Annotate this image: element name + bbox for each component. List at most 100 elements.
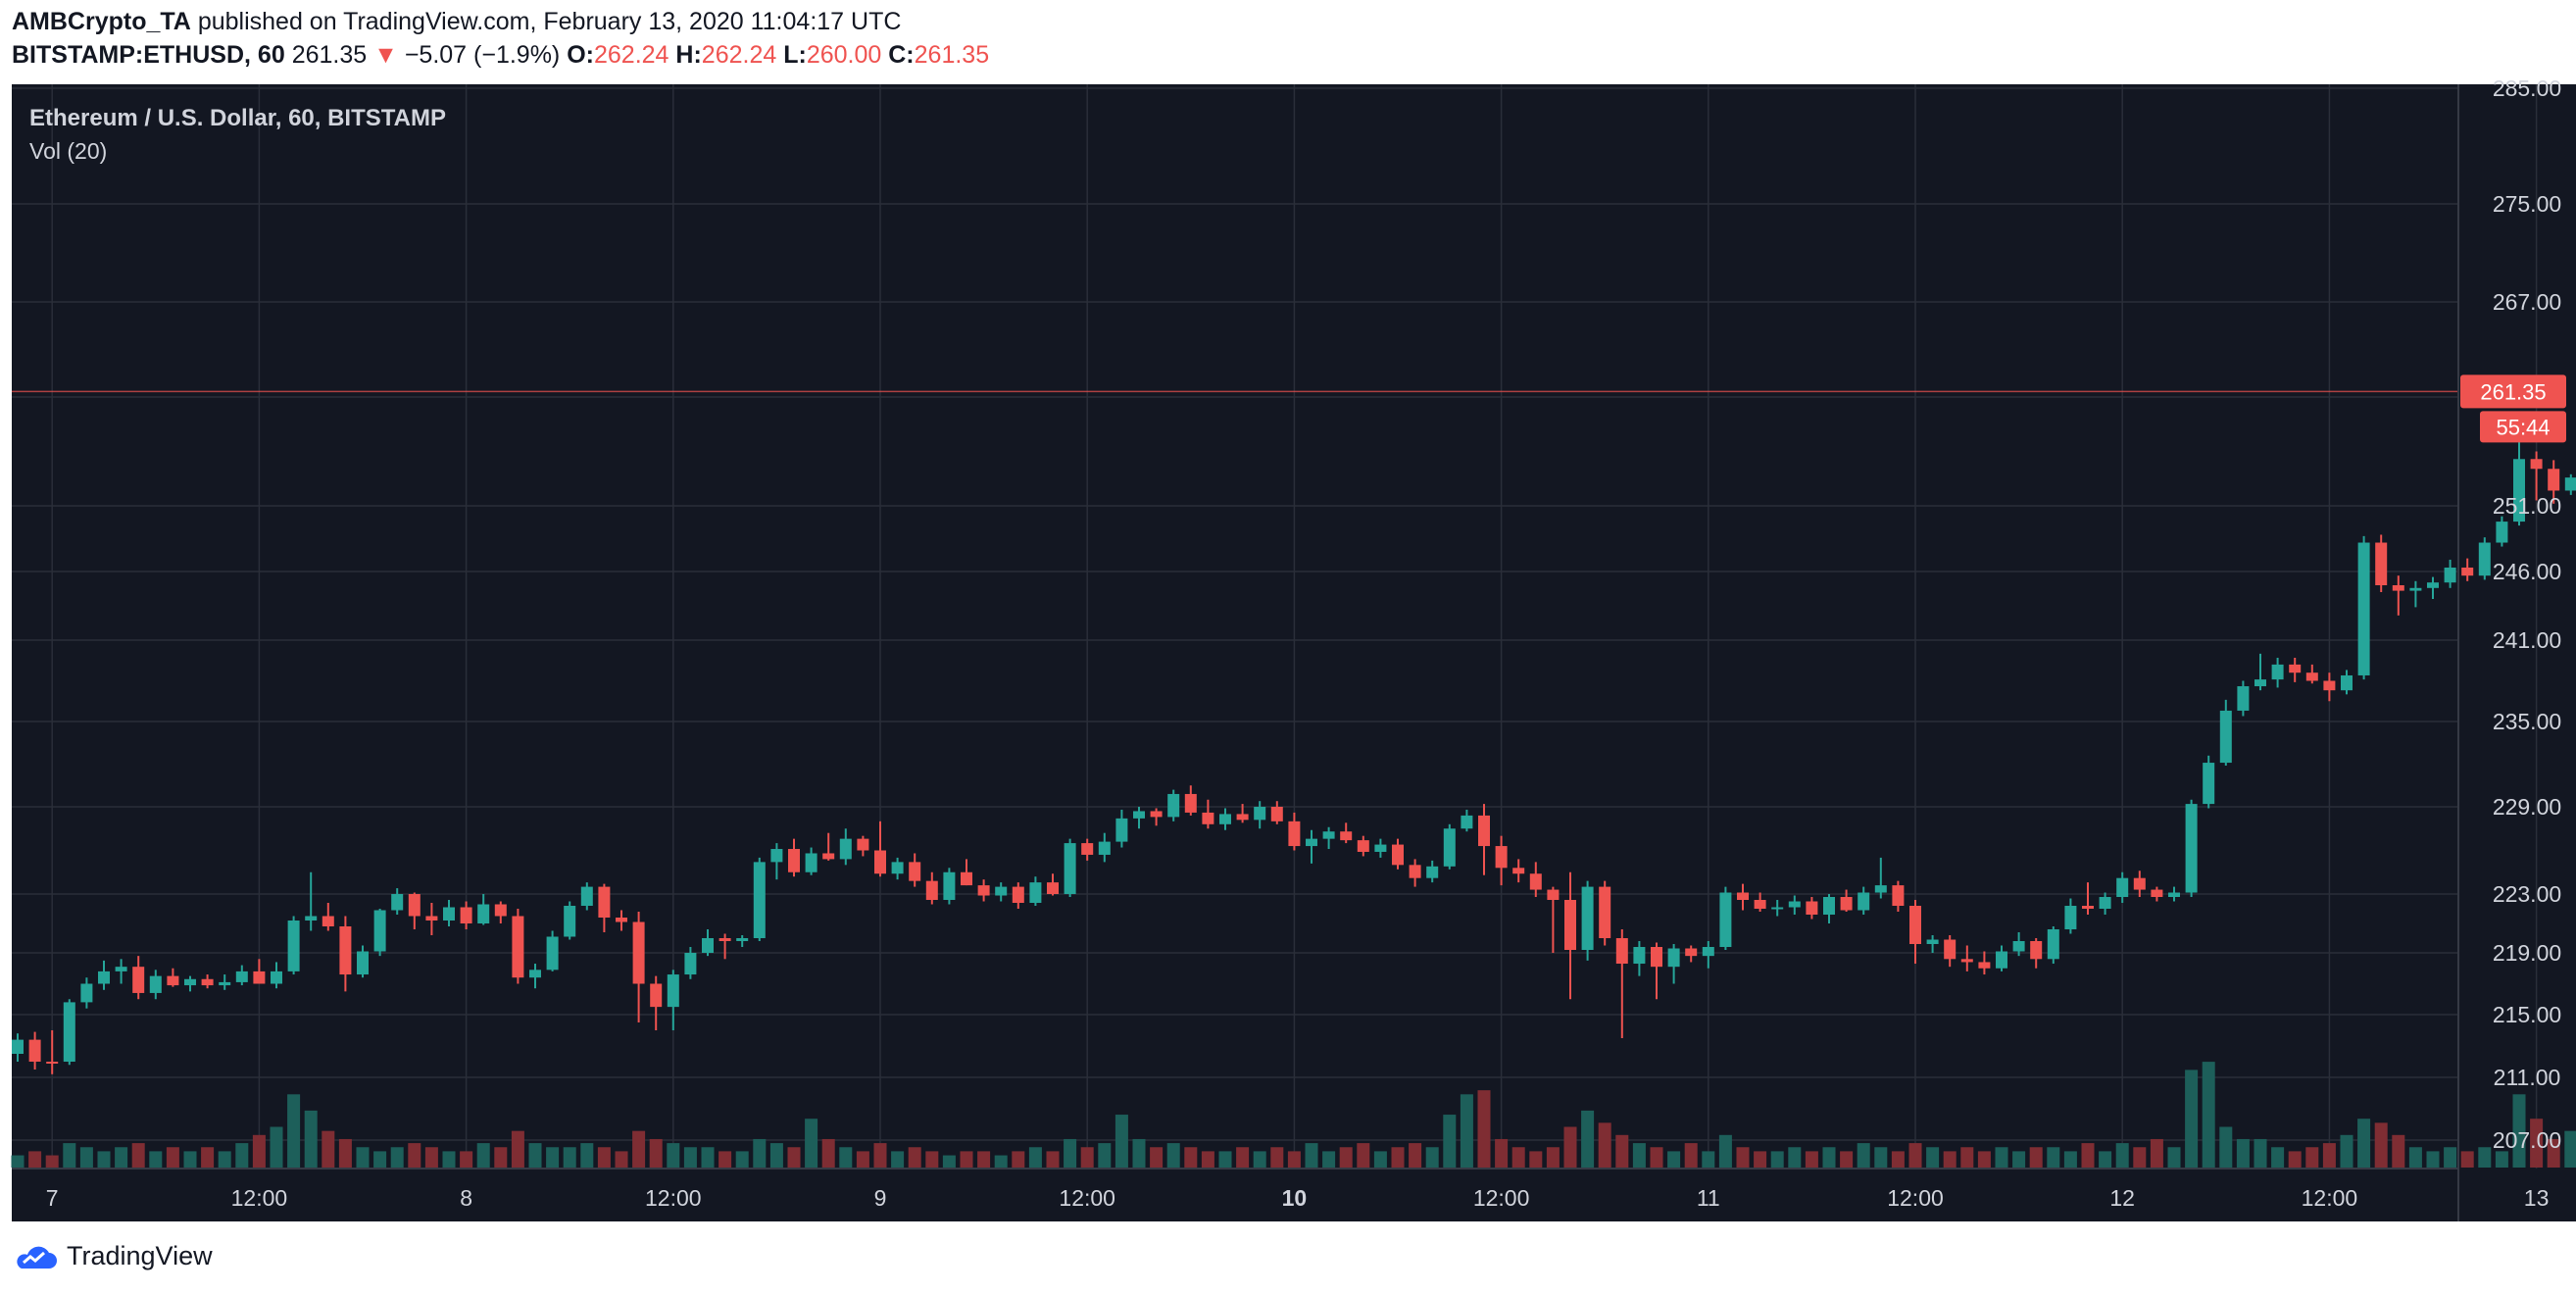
candle-body [529,970,541,978]
volume-bar [2150,1138,2163,1168]
price-tick-label: 246.00 [2493,559,2561,584]
candle-body [2513,459,2525,523]
volume-bar [1046,1151,1060,1168]
time-axis[interactable]: 7 12:00 8 12:00 9 12:00 10 12:00 11 12:00 12 12:00 1… [46,1185,2576,1211]
price-axis-background [2458,84,2576,1221]
candle-body [632,921,645,984]
volume-legend: Vol (20) [29,138,107,164]
volume-bar [390,1147,404,1168]
candle-body [1685,948,1698,957]
candle-body [650,983,663,1008]
volume-bar [115,1147,128,1168]
volume-bar [2047,1147,2060,1168]
volume-bar [1495,1138,1509,1168]
candle-body [1633,947,1646,965]
candle-body [46,1062,59,1064]
volume-bar [1339,1147,1353,1168]
candle-body [1737,892,1749,900]
candles [12,431,2576,1074]
volume-bar [649,1138,663,1168]
volume-bar [1805,1151,1818,1168]
price-tick-label: 241.00 [2493,627,2561,653]
volume-bar [718,1151,732,1168]
candle-body [184,978,196,986]
candle-body [753,862,766,938]
volume-bar [442,1151,456,1168]
volume-bar [511,1130,524,1168]
volume-bars [11,1062,2576,1168]
tradingview-logo[interactable]: TradingView [12,1241,213,1271]
author-name[interactable]: AMBCrypto_TA [12,8,191,35]
volume-bar [1080,1147,1094,1168]
volume-bar [769,1143,783,1168]
candle-body [1944,939,1957,960]
volume-bar [1150,1147,1164,1168]
candle-body [1909,906,1921,944]
candle-body [2478,542,2491,576]
volume-bar [2408,1147,2422,1168]
volume-bar [218,1151,231,1168]
volume-bar [2512,1094,2526,1168]
candle-body [1426,866,1439,878]
candle-body [925,880,938,900]
candle-body [2099,897,2111,909]
volume-bar [373,1151,387,1168]
candle-body [1236,814,1249,821]
volume-bar [528,1143,542,1168]
last-price: 261.35 [291,41,368,69]
volume-bar [580,1143,594,1168]
price-axis[interactable]: 285.00275.00267.00261.00251.00246.00241.… [2493,75,2561,1153]
volume-bar [1511,1147,1525,1168]
candle-body [2168,892,2180,897]
candle-body [512,916,524,978]
volume-bar [1702,1151,1715,1168]
candle-body [2496,522,2508,543]
volume-bar [1443,1115,1457,1168]
volume-bar [97,1151,111,1168]
candle-body [1340,831,1353,841]
volume-bar [1305,1143,1318,1168]
volume-bar [2426,1151,2440,1168]
volume-bar [597,1147,611,1168]
time-tick-label: 11 [1697,1185,1720,1211]
candle-body [1495,846,1508,869]
volume-bar [1926,1147,1940,1168]
candle-body [874,850,886,874]
volume-bar [994,1155,1008,1168]
time-tick-label: 13 [2524,1185,2550,1211]
volume-bar [2392,1134,2405,1168]
candle-body [271,970,282,984]
price-tick-label: 207.00 [2493,1127,2561,1153]
candle-body [1288,821,1301,847]
volume-bar [1960,1147,1974,1168]
time-tick-label: 9 [874,1185,887,1211]
candle-body [1133,811,1145,819]
volume-bar [1770,1151,1784,1168]
volume-bar [2081,1143,2095,1168]
candle-body [1306,838,1317,847]
price-tick-label: 229.00 [2493,794,2561,820]
volume-bar [2530,1119,2544,1168]
volume-bar [2564,1130,2576,1168]
candle-body [494,904,507,917]
candle-body [253,970,266,984]
candle-body [977,885,990,896]
volume-bar [79,1147,93,1168]
candle-body [1184,793,1197,813]
volume-bar [460,1151,473,1168]
candle-body [1960,959,1973,963]
candle-body [2409,587,2422,591]
candle-body [1081,843,1094,855]
volume-bar [183,1151,197,1168]
candle-body [2564,477,2576,491]
volume-bar [2167,1147,2181,1168]
time-tick-label: 12 [2109,1185,2135,1211]
candle-body [2271,664,2284,680]
last-price-tag-text: 261.35 [2480,379,2546,404]
volume-bar [2029,1147,2043,1168]
volume-bar [821,1138,835,1168]
candle-body [2254,679,2266,687]
volume-bar [2115,1143,2129,1168]
volume-bar [683,1147,697,1168]
